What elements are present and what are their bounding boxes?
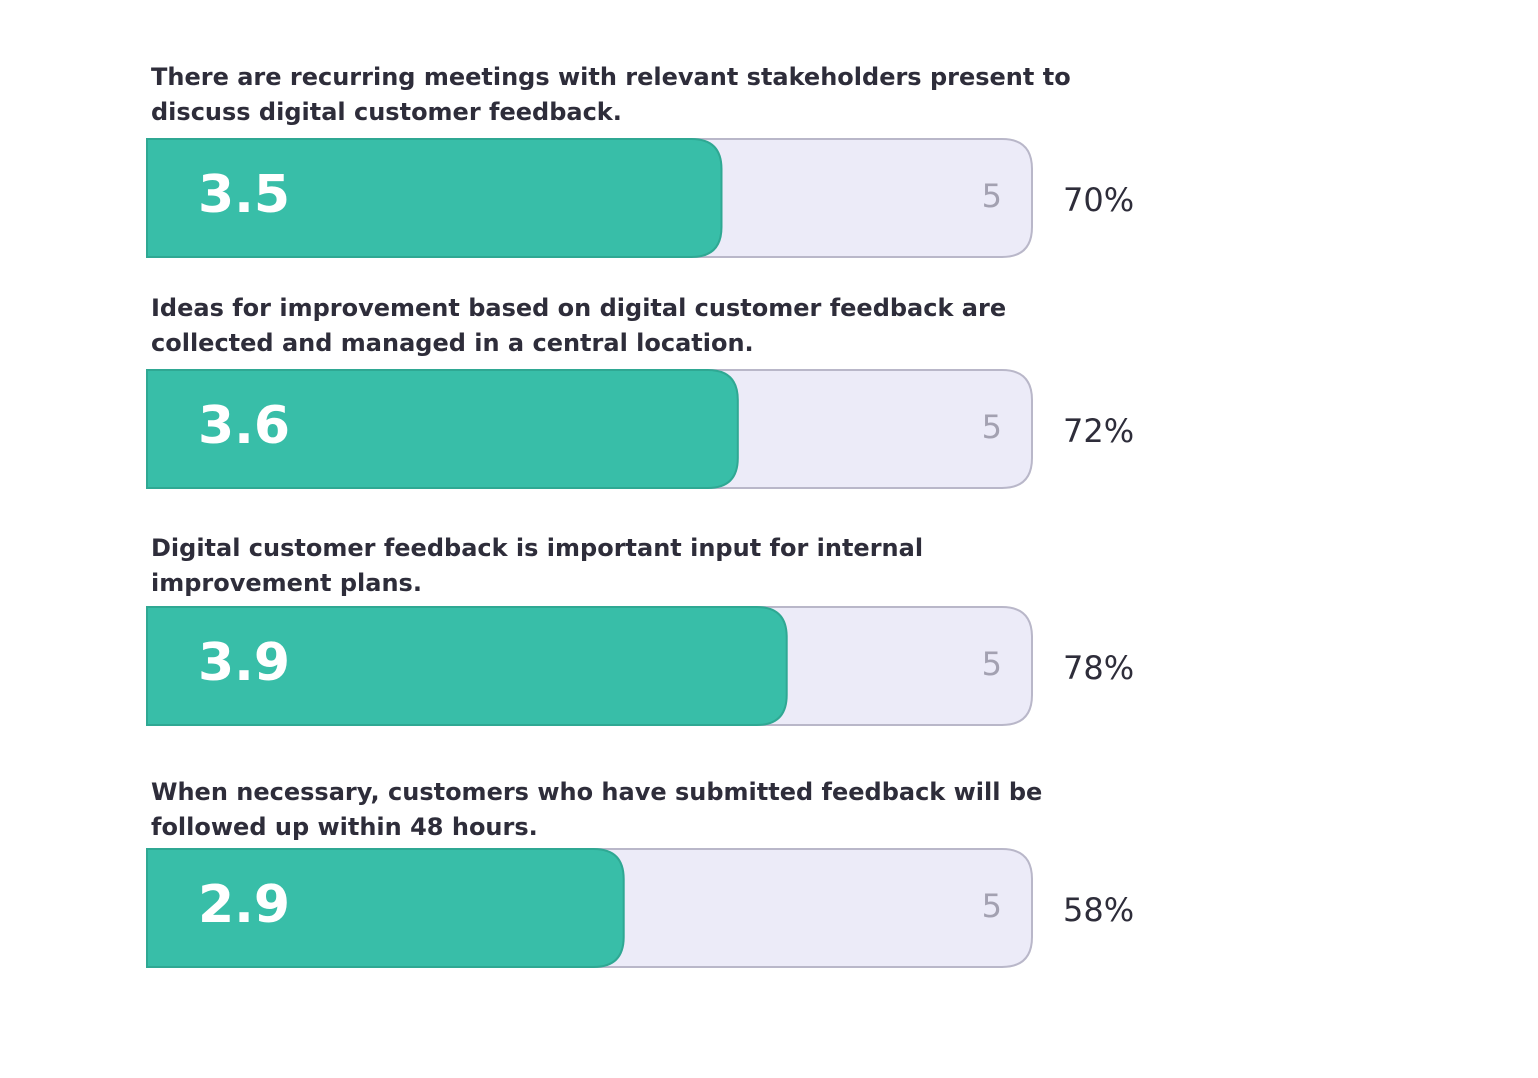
max-label: 5 [982, 408, 1002, 446]
value-label: 3.9 [198, 633, 290, 693]
question: There are recurring meetings with releva… [151, 63, 1071, 126]
percent-label: 70% [1063, 181, 1134, 219]
max-label: 5 [982, 177, 1002, 215]
question: When necessary, customers who have submi… [151, 778, 1043, 841]
bar [146, 369, 739, 489]
bar [146, 138, 723, 258]
bar [146, 606, 788, 726]
percent-label: 78% [1063, 649, 1134, 687]
question: Ideas for improvement based on digital c… [151, 294, 1007, 357]
value-label: 3.6 [198, 396, 290, 456]
question: Digital customer feedback is important i… [151, 534, 924, 597]
value-label: 3.5 [198, 165, 290, 225]
bar [146, 848, 625, 968]
percent-label: 58% [1063, 891, 1134, 929]
max-label: 5 [982, 887, 1002, 925]
percent-label: 72% [1063, 412, 1134, 450]
max-label: 5 [982, 645, 1002, 683]
value-label: 2.9 [198, 875, 290, 935]
